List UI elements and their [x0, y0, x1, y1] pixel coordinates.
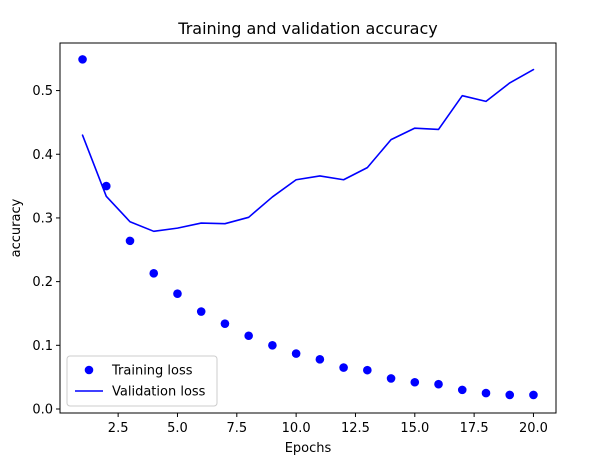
x-tick-label: 2.5 — [108, 421, 129, 436]
y-tick-label: 0.4 — [32, 148, 53, 163]
series-layer — [78, 55, 538, 400]
data-point-training-loss — [268, 341, 277, 350]
x-tick-label: 15.0 — [400, 421, 429, 436]
x-axis-title: Epochs — [285, 441, 332, 456]
data-point-training-loss — [315, 355, 325, 364]
data-point-training-loss — [434, 379, 443, 389]
x-tick-label: 12.5 — [341, 421, 370, 436]
chart-title: Training and validation accuracy — [177, 19, 437, 38]
data-point-training-loss — [481, 388, 491, 398]
y-axis-title: accuracy — [9, 198, 24, 257]
x-tick-label: 20.0 — [519, 421, 548, 436]
data-point-training-loss — [101, 181, 111, 191]
data-point-training-loss — [410, 377, 420, 387]
y-tick-label: 0.0 — [32, 402, 53, 417]
plot-frame — [59, 42, 557, 414]
y-tick-label: 0.1 — [32, 339, 53, 354]
legend-label: Validation loss — [112, 385, 206, 400]
x-tick-label: 10.0 — [282, 421, 311, 436]
plot-area — [59, 42, 557, 414]
data-point-training-loss — [78, 55, 87, 64]
x-tick-label: 5.0 — [167, 421, 188, 436]
y-tick-label: 0.3 — [32, 211, 53, 226]
series-line-validation-loss — [81, 68, 535, 233]
data-point-training-loss — [505, 390, 515, 400]
data-point-training-loss — [196, 307, 206, 316]
data-point-training-loss — [149, 269, 159, 278]
data-point-training-loss — [125, 236, 135, 246]
data-point-training-loss — [244, 331, 253, 341]
x-axis: 2.5 5.0 7.5 10.0 12.5 15.0 17.5 20.0 — [108, 413, 548, 436]
legend-swatch-marker — [84, 365, 94, 375]
y-axis: 0.0 0.1 0.2 0.3 0.4 0.5 — [32, 84, 60, 417]
data-point-training-loss — [529, 390, 538, 400]
data-point-training-loss — [220, 319, 230, 328]
x-tick-label: 17.5 — [460, 421, 489, 436]
y-tick-label: 0.5 — [32, 84, 53, 99]
legend: Training loss Validation loss — [66, 355, 218, 407]
data-point-training-loss — [291, 349, 301, 358]
data-point-training-loss — [457, 385, 467, 395]
data-point-training-loss — [363, 365, 372, 375]
data-point-training-loss — [339, 363, 348, 372]
data-point-training-loss — [386, 374, 396, 383]
y-tick-label: 0.2 — [32, 275, 53, 290]
data-point-training-loss — [173, 289, 182, 299]
legend-box — [66, 355, 218, 407]
x-tick-label: 7.5 — [226, 421, 247, 436]
legend-label: Training loss — [111, 364, 193, 379]
